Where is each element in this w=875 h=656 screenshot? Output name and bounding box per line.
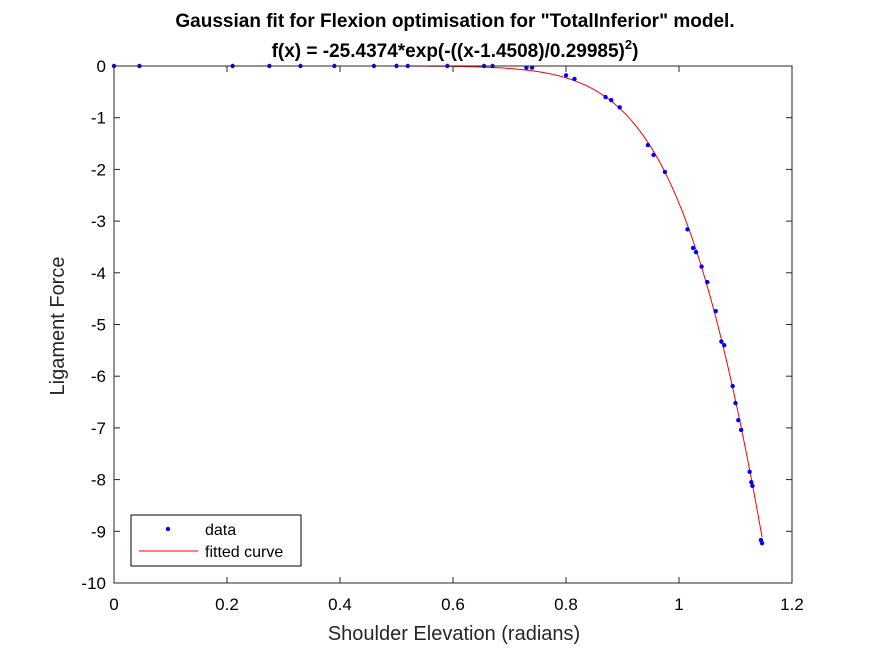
y-tick-label: 0 bbox=[97, 57, 106, 76]
chart-title-line1: Gaussian fit for Flexion optimisation fo… bbox=[175, 11, 734, 32]
chart-title-formula: f(x) = -25.4374*exp(-((x-1.4508)/0.29985… bbox=[272, 41, 625, 62]
data-point bbox=[651, 152, 656, 158]
y-axis-label: Ligament Force bbox=[47, 257, 69, 396]
x-tick-label: 0.6 bbox=[441, 595, 465, 614]
data-point bbox=[563, 73, 569, 78]
y-tick-label: -7 bbox=[91, 419, 106, 438]
x-axis-label: Shoulder Elevation (radians) bbox=[328, 623, 580, 645]
y-tick-label: -5 bbox=[91, 316, 106, 335]
data-point bbox=[685, 227, 690, 232]
x-tick-label: 1 bbox=[674, 595, 683, 614]
data-point bbox=[705, 279, 710, 285]
data-point bbox=[617, 105, 622, 110]
data-point bbox=[609, 97, 614, 103]
y-tick-label: -1 bbox=[91, 109, 106, 128]
legend-data-marker bbox=[165, 526, 171, 532]
data-point bbox=[747, 469, 752, 475]
y-tick-label: -3 bbox=[91, 212, 106, 231]
x-tick-label: 0.2 bbox=[215, 595, 239, 614]
chart-title-line2: f(x) = -25.4374*exp(-((x-1.4508)/0.29985… bbox=[272, 37, 639, 62]
data-point bbox=[738, 427, 744, 433]
plot-background bbox=[114, 66, 792, 583]
y-tick-label: -9 bbox=[91, 522, 106, 541]
data-point bbox=[722, 342, 727, 348]
x-tick-label: 1.2 bbox=[780, 595, 804, 614]
data-point bbox=[733, 400, 738, 406]
legend-data-label: data bbox=[205, 522, 236, 539]
data-point bbox=[749, 479, 754, 485]
data-point bbox=[572, 76, 577, 82]
data-point bbox=[736, 417, 741, 423]
legend: data fitted curve bbox=[130, 514, 302, 567]
data-point bbox=[662, 169, 668, 175]
data-point bbox=[759, 540, 765, 546]
data-point bbox=[713, 308, 718, 314]
x-tick-label: 0.8 bbox=[554, 595, 578, 614]
axes-layer: 0 0.2 0.4 0.6 0.8 1 1.2 0 -1 -2 -3 -4 -5 -6 -7 -8 -9 -10 bbox=[81, 57, 803, 614]
legend-fit-label: fitted curve bbox=[205, 544, 283, 561]
data-point bbox=[750, 483, 755, 488]
data-point bbox=[730, 383, 735, 389]
y-tick-label: -8 bbox=[91, 471, 106, 490]
data-point bbox=[603, 94, 608, 100]
legend-box bbox=[130, 514, 302, 567]
chart-title-exponent: 2 bbox=[625, 37, 632, 52]
y-tick-label: -2 bbox=[91, 160, 106, 179]
plot-area bbox=[114, 66, 792, 583]
chart-title-formula-end: ) bbox=[632, 41, 638, 62]
data-point bbox=[690, 245, 696, 251]
y-tick-label: -4 bbox=[91, 264, 106, 283]
x-tick-label: 0 bbox=[109, 595, 118, 614]
data-point bbox=[699, 264, 704, 269]
y-tick-label: -10 bbox=[81, 574, 106, 593]
y-tick-label: -6 bbox=[91, 367, 106, 386]
data-point bbox=[693, 249, 699, 255]
x-tick-label: 0.4 bbox=[328, 595, 352, 614]
data-point bbox=[645, 142, 651, 148]
data-point bbox=[719, 339, 724, 344]
